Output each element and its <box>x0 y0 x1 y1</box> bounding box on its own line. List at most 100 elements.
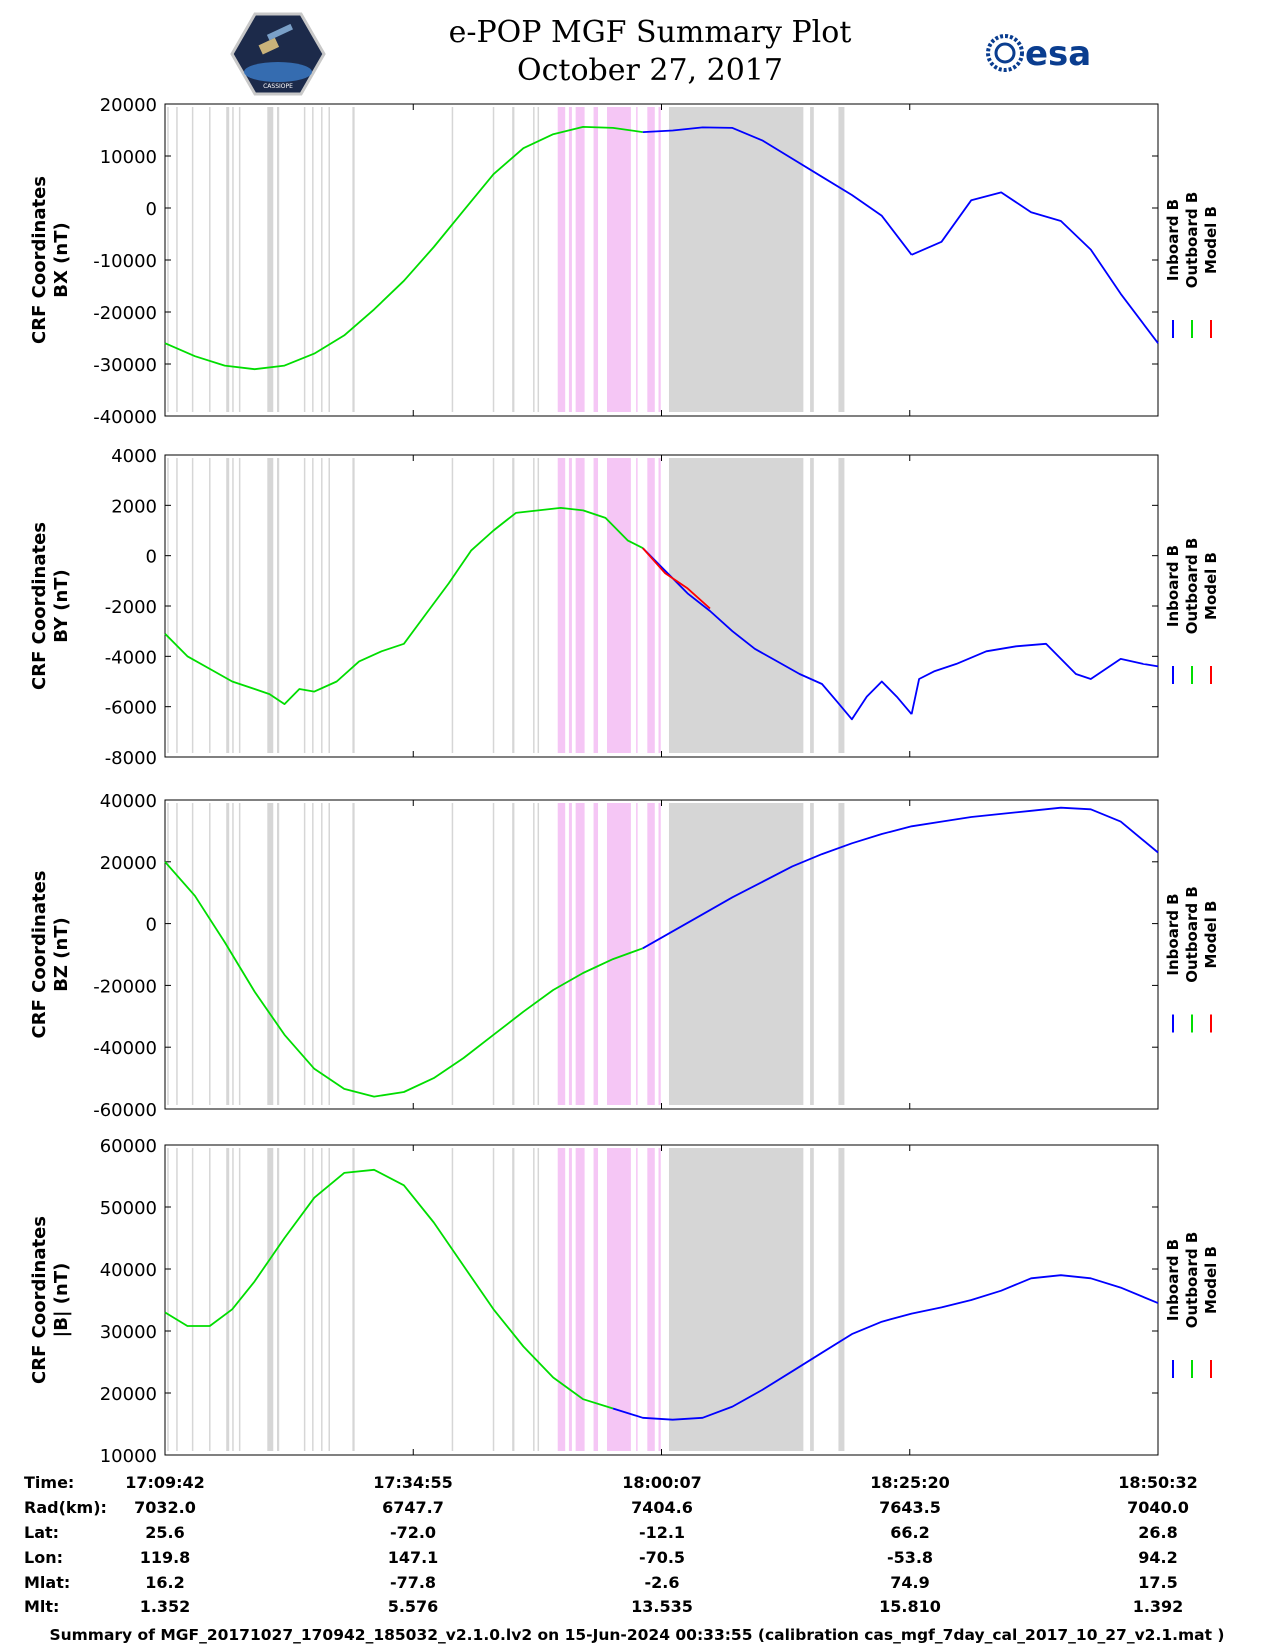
ephemeris-value: 17:09:42 <box>125 1473 205 1492</box>
data-gap-band <box>321 458 323 753</box>
data-gap-band <box>226 107 230 412</box>
pink-gap-band <box>636 458 638 753</box>
y-tick-label: 4000 <box>111 446 157 467</box>
ephemeris-value: -2.6 <box>645 1573 680 1592</box>
pink-gap-band <box>557 803 566 1105</box>
ephemeris-value: 18:50:32 <box>1118 1473 1198 1492</box>
legend-label: Outboard B <box>1183 192 1201 289</box>
y-tick-label: -30000 <box>93 355 157 376</box>
pink-gap-band <box>557 458 566 753</box>
pink-gap-band <box>557 107 566 412</box>
series-line-inboard <box>612 1274 1159 1421</box>
y-tick-label: 30000 <box>100 1322 157 1343</box>
y-tick-label: 10000 <box>100 147 157 168</box>
ephemeris-value: -70.5 <box>639 1548 685 1567</box>
ephemeris-value: -53.8 <box>887 1548 933 1567</box>
data-gap-band <box>267 803 274 1105</box>
pink-gap-band <box>568 458 572 753</box>
data-gap-band <box>321 107 323 412</box>
panel-3: 40000 20000 0 -20000 -40000 -60000 CRF Coordin… <box>29 791 1220 1121</box>
data-gap-band <box>276 1148 280 1451</box>
pink-gap-band <box>647 107 655 412</box>
data-gap-band <box>191 107 194 412</box>
y-tick-label: 2000 <box>111 496 157 517</box>
pink-gap-band <box>593 803 599 1105</box>
data-gap-band <box>838 458 845 753</box>
data-gap-band <box>328 1148 331 1451</box>
legend-label: Model B <box>1202 1246 1220 1314</box>
ephemeris-table: Time: Rad(km): Lat: Lon: Mlat: Mlt: 17:09:42 70… <box>24 1473 1198 1616</box>
y-tick-label: -40000 <box>93 407 157 428</box>
data-gap-band <box>176 1148 178 1451</box>
ephemeris-value: 7643.5 <box>879 1498 941 1517</box>
data-gap-band <box>321 803 323 1105</box>
data-gap-band <box>838 803 845 1105</box>
data-gap-band <box>533 1148 535 1451</box>
y-tick-label: 40000 <box>100 1260 157 1281</box>
data-gap-band <box>303 803 306 1105</box>
data-gap-band <box>267 1148 274 1451</box>
data-gap-band <box>232 1148 234 1451</box>
data-gap-band <box>492 1148 495 1451</box>
data-gap-band <box>810 803 814 1105</box>
y-tick-label: -10000 <box>93 251 157 272</box>
y-tick-label: 0 <box>146 547 157 568</box>
y-tick-label: 20000 <box>100 1384 157 1405</box>
ephemeris-value: 25.6 <box>145 1523 184 1542</box>
data-gap-band <box>537 107 540 412</box>
y-tick-label: 0 <box>146 199 157 220</box>
data-gap-band <box>512 107 515 412</box>
axes-frame <box>164 799 1159 1110</box>
data-gap-band <box>276 803 280 1105</box>
y-tick-label: 10000 <box>100 1446 157 1467</box>
y-axis-label: CRF CoordinatesBY (nT) <box>29 522 72 690</box>
footer-note: Summary of MGF_20171027_170942_185032_v2… <box>49 1626 1224 1644</box>
ephemeris-value: 15.810 <box>879 1597 941 1616</box>
pink-gap-band <box>568 107 572 412</box>
pink-gap-band <box>575 803 585 1105</box>
ephemeris-value: 26.8 <box>1138 1523 1177 1542</box>
y-tick-label: -40000 <box>93 1038 157 1059</box>
data-gap-band <box>209 803 211 1105</box>
y-tick-label: 40000 <box>100 791 157 812</box>
pink-gap-band <box>606 458 631 753</box>
data-gap-band <box>451 803 454 1105</box>
ephemeris-row-label: Rad(km): <box>24 1498 107 1517</box>
data-gap-band <box>537 803 540 1105</box>
pink-gap-band <box>606 803 631 1105</box>
data-gap-band <box>226 1148 230 1451</box>
data-gap-band <box>668 1148 804 1451</box>
data-gap-band <box>191 1148 194 1451</box>
series-line-inboard <box>910 642 1159 715</box>
data-gap-band <box>537 458 540 753</box>
y-tick-label: -20000 <box>93 303 157 324</box>
ephemeris-value: 18:00:07 <box>622 1473 702 1492</box>
data-gap-band <box>668 107 804 412</box>
data-gap-band <box>328 458 331 753</box>
panel-4: 60000 50000 40000 30000 20000 10000 CRF Coordi… <box>29 1136 1220 1467</box>
data-gap-band <box>238 458 241 753</box>
esa-logo-text: esa <box>1025 34 1091 74</box>
ephemeris-value: 7404.6 <box>631 1498 693 1517</box>
data-gap-band <box>303 107 306 412</box>
ephemeris-value: 1.352 <box>140 1597 191 1616</box>
ephemeris-value: 7040.0 <box>1127 1498 1189 1517</box>
axes-frame <box>164 103 1159 417</box>
pink-gap-band <box>568 803 572 1105</box>
axes-frame <box>164 1144 1159 1456</box>
pink-gap-band <box>658 458 661 753</box>
legend-label: Model B <box>1202 901 1220 969</box>
ephemeris-row-label: Lat: <box>24 1523 59 1542</box>
legend-label: Outboard B <box>1183 1232 1201 1329</box>
data-gap-band <box>209 1148 211 1451</box>
data-gap-band <box>238 107 241 412</box>
ephemeris-value: 5.576 <box>388 1597 439 1616</box>
data-gap-band <box>668 803 804 1105</box>
data-gap-band <box>191 803 194 1105</box>
ephemeris-value: 7032.0 <box>134 1498 196 1517</box>
ephemeris-value: -72.0 <box>390 1523 436 1542</box>
pink-gap-band <box>593 107 599 412</box>
series-line-inboard <box>642 806 1159 950</box>
data-gap-band <box>303 458 306 753</box>
ephemeris-value: 17:34:55 <box>373 1473 453 1492</box>
